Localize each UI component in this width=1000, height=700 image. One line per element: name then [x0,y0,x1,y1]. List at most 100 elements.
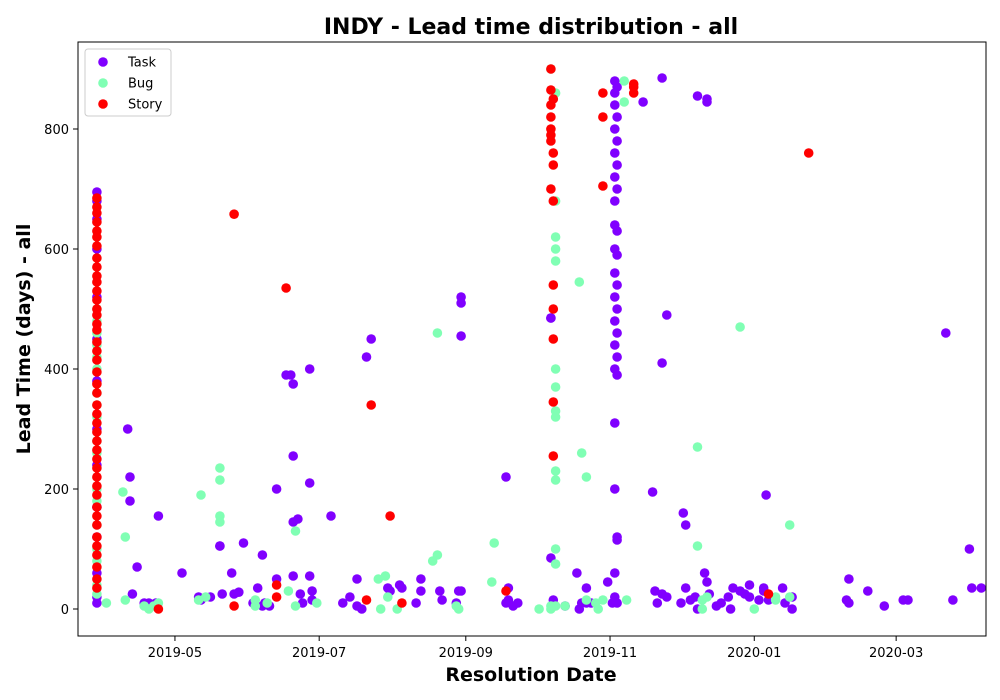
story-point [598,112,608,122]
task-point [761,490,771,500]
task-point [680,583,691,593]
x-tick-label: 2019-09 [439,646,493,661]
task-point [304,364,315,374]
story-point [92,472,102,482]
task-point [288,571,299,581]
task-point [754,595,764,605]
task-point [787,604,797,614]
legend-label-story: Story [128,98,163,113]
bug-point [534,604,544,614]
task-point [125,496,135,506]
story-point [548,196,559,206]
story-point [92,427,102,437]
bug-point [290,601,301,611]
story-point [92,541,102,551]
task-point [271,484,282,494]
task-point [127,589,138,599]
task-point [610,484,620,494]
task-point [252,583,263,593]
task-point [366,334,377,344]
task-point [676,598,686,608]
story-point [271,580,282,590]
task-point [662,592,672,602]
bug-point [770,595,781,605]
story-point [92,379,102,389]
story-point [92,454,102,464]
task-point [304,571,315,581]
y-axis-label: Lead Time (days) - all [13,224,35,455]
story-point [92,295,102,305]
task-point [257,550,268,560]
bug-point [487,577,497,587]
x-tick-label: 2020-01 [727,646,781,661]
y-axis: 0 200 400 600 800 [44,123,78,618]
bug-point [101,598,112,608]
task-point [702,97,712,107]
task-point [612,598,622,608]
legend: Task Bug Story [84,48,172,117]
plot-frame [77,41,987,637]
task-point [777,583,788,593]
task-point [699,568,710,578]
bug-point [576,448,587,458]
task-point [122,424,133,434]
task-point [610,172,620,182]
task-point [967,583,977,593]
bug-point [692,541,703,551]
task-point [610,100,620,110]
task-point [610,340,620,350]
story-point [92,418,102,428]
task-point [361,352,372,362]
story-point [546,64,556,74]
task-point [692,91,703,101]
story-point [281,283,291,293]
task-point [976,583,987,593]
story-point [548,160,559,170]
bug-point [215,475,225,485]
task-point [572,568,582,578]
task-point [612,280,622,290]
task-point [612,370,622,380]
bug-point [581,595,592,605]
story-point [92,583,102,593]
bug-point [619,76,629,86]
story-point [92,400,102,410]
task-point [288,451,299,461]
bug-point [574,277,585,287]
story-point [548,148,559,158]
task-point [416,586,426,596]
task-point [610,568,620,578]
task-point [435,586,445,596]
task-point [456,331,466,341]
task-point [581,583,592,593]
story-point [92,574,102,584]
task-point [217,589,227,599]
x-axis: 2019-05 2019-07 2019-09 2019-11 2020-01 2020-… [148,636,923,661]
story-point [92,325,102,335]
story-point [92,502,102,512]
task-point [612,226,622,236]
bug-point [550,559,561,569]
story-point [92,436,102,446]
story-point [92,193,102,203]
story-point [548,94,559,104]
task-point [610,148,620,158]
task-point [234,587,244,597]
bug-point [200,592,211,602]
y-tick-label: 0 [61,603,69,618]
bug-point [697,604,708,614]
bug-point [489,538,500,548]
story-point [92,490,102,500]
story-point [92,532,102,542]
task-point [132,562,142,572]
task-point [948,595,958,605]
story-point [763,589,774,599]
story-point [92,310,102,320]
story-point [92,217,102,227]
x-tick-label: 2019-05 [148,646,202,661]
task-point [964,544,975,554]
task-point [345,592,355,602]
task-point [456,298,466,308]
story-point [92,367,102,377]
